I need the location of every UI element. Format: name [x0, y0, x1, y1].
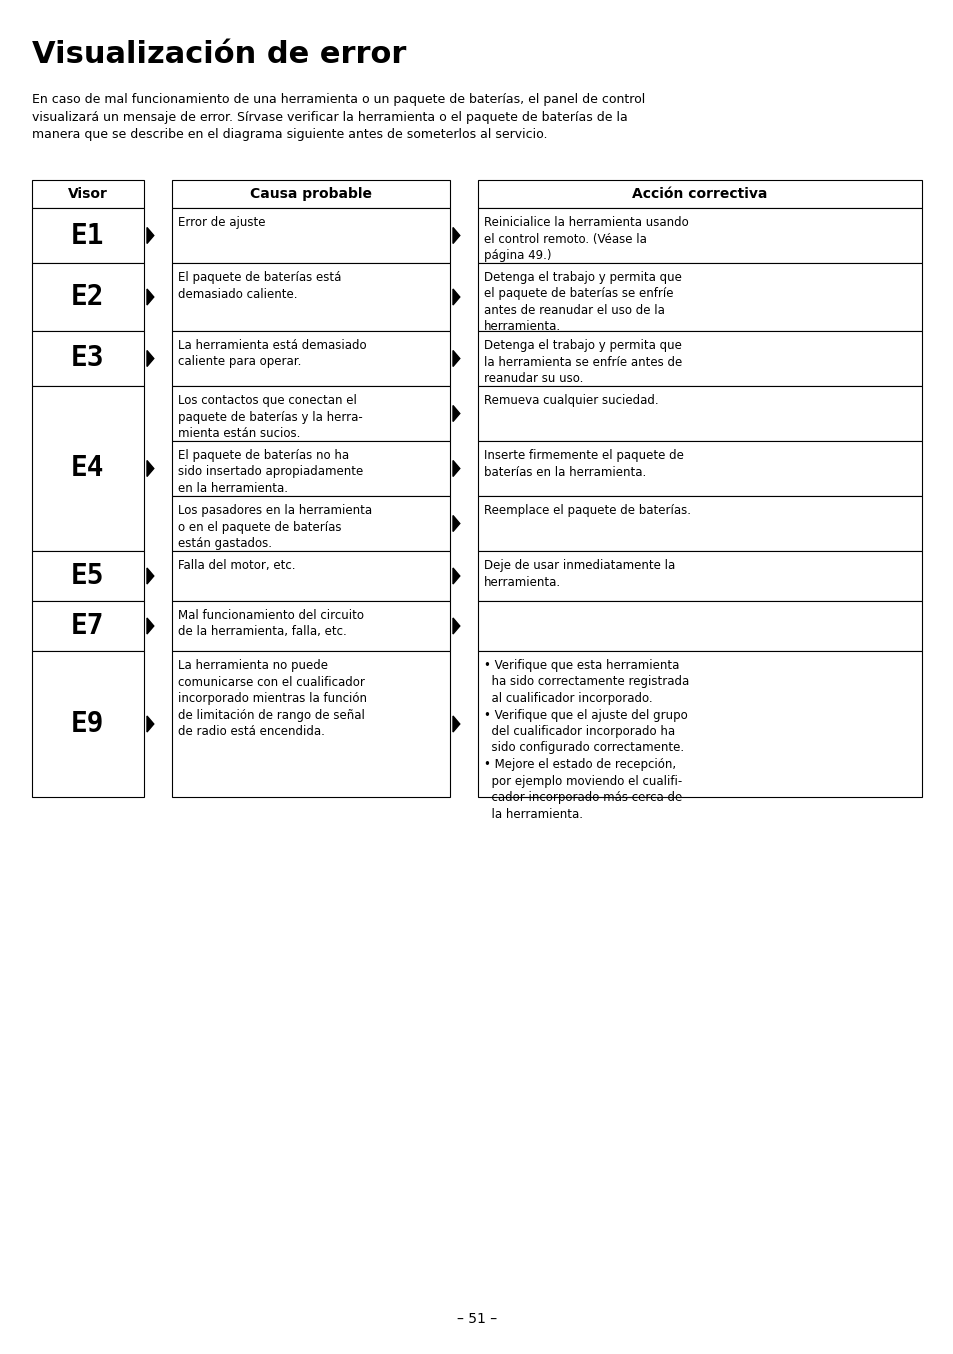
Polygon shape [453, 288, 459, 305]
Polygon shape [453, 567, 459, 584]
Text: Deje de usar inmediatamente la
herramienta.: Deje de usar inmediatamente la herramien… [483, 559, 675, 589]
Polygon shape [147, 227, 153, 244]
Text: El paquete de baterías está
demasiado caliente.: El paquete de baterías está demasiado ca… [178, 271, 341, 301]
Text: E2: E2 [71, 283, 105, 311]
Text: Los contactos que conectan el
paquete de baterías y la herra-
mienta están sucio: Los contactos que conectan el paquete de… [178, 394, 362, 440]
Text: En caso de mal funcionamiento de una herramienta o un paquete de baterías, el pa: En caso de mal funcionamiento de una her… [32, 93, 644, 141]
Bar [477, 651, 921, 798]
Text: – 51 –: – 51 – [456, 1312, 497, 1326]
Text: El paquete de baterías no ha
sido insertado apropiadamente
en la herramienta.: El paquete de baterías no ha sido insert… [178, 450, 363, 496]
Text: La herramienta está demasiado
caliente para operar.: La herramienta está demasiado caliente p… [178, 338, 366, 368]
Polygon shape [147, 288, 153, 305]
Polygon shape [453, 405, 459, 421]
Bar [32, 180, 144, 209]
Text: Detenga el trabajo y permita que
el paquete de baterías se enfríe
antes de reanu: Detenga el trabajo y permita que el paqu… [483, 271, 681, 333]
Bar [172, 330, 450, 386]
Bar [32, 386, 144, 551]
Polygon shape [453, 460, 459, 477]
Bar [477, 551, 921, 601]
Bar [172, 209, 450, 263]
Text: Remueva cualquier suciedad.: Remueva cualquier suciedad. [483, 394, 658, 408]
Text: La herramienta no puede
comunicarse con el cualificador
incorporado mientras la : La herramienta no puede comunicarse con … [178, 659, 367, 738]
Bar [32, 651, 144, 798]
Bar [477, 330, 921, 386]
Polygon shape [147, 460, 153, 477]
Polygon shape [147, 351, 153, 367]
Text: Inserte firmemente el paquete de
baterías en la herramienta.: Inserte firmemente el paquete de batería… [483, 450, 683, 478]
Text: • Verifique que esta herramienta
  ha sido correctamente registrada
  al cualifi: • Verifique que esta herramienta ha sido… [483, 659, 688, 821]
Text: Acción correctiva: Acción correctiva [632, 187, 767, 200]
Text: Error de ajuste: Error de ajuste [178, 217, 265, 229]
Bar [477, 386, 921, 441]
Bar [32, 209, 144, 263]
Polygon shape [453, 227, 459, 244]
Text: E9: E9 [71, 709, 105, 738]
Bar [477, 209, 921, 263]
Bar [172, 651, 450, 798]
Polygon shape [453, 351, 459, 367]
Text: Reemplace el paquete de baterías.: Reemplace el paquete de baterías. [483, 504, 690, 517]
Bar [172, 601, 450, 651]
Bar [172, 441, 450, 496]
Polygon shape [453, 617, 459, 634]
Text: E7: E7 [71, 612, 105, 640]
Bar [32, 263, 144, 330]
Bar [32, 551, 144, 601]
Text: Los pasadores en la herramienta
o en el paquete de baterías
están gastados.: Los pasadores en la herramienta o en el … [178, 504, 372, 550]
Text: E5: E5 [71, 562, 105, 590]
Bar [172, 386, 450, 441]
Polygon shape [147, 567, 153, 584]
Bar [172, 551, 450, 601]
Text: Reinicialice la herramienta usando
el control remoto. (Véase la
página 49.): Reinicialice la herramienta usando el co… [483, 217, 688, 263]
Bar [32, 601, 144, 651]
Text: E3: E3 [71, 344, 105, 372]
Bar [477, 180, 921, 209]
Bar [32, 330, 144, 386]
Text: E1: E1 [71, 222, 105, 249]
Text: Detenga el trabajo y permita que
la herramienta se enfríe antes de
reanudar su u: Detenga el trabajo y permita que la herr… [483, 338, 681, 385]
Bar [477, 601, 921, 651]
Bar [172, 496, 450, 551]
Polygon shape [147, 617, 153, 634]
Text: Mal funcionamiento del circuito
de la herramienta, falla, etc.: Mal funcionamiento del circuito de la he… [178, 609, 364, 639]
Text: Falla del motor, etc.: Falla del motor, etc. [178, 559, 295, 571]
Polygon shape [453, 716, 459, 733]
Text: E4: E4 [71, 455, 105, 482]
Text: Causa probable: Causa probable [250, 187, 372, 200]
Polygon shape [453, 516, 459, 532]
Bar [477, 263, 921, 330]
Bar [172, 180, 450, 209]
Bar [477, 496, 921, 551]
Polygon shape [147, 716, 153, 733]
Bar [477, 441, 921, 496]
Bar [172, 263, 450, 330]
Text: Visor: Visor [68, 187, 108, 200]
Text: Visualización de error: Visualización de error [32, 41, 406, 69]
